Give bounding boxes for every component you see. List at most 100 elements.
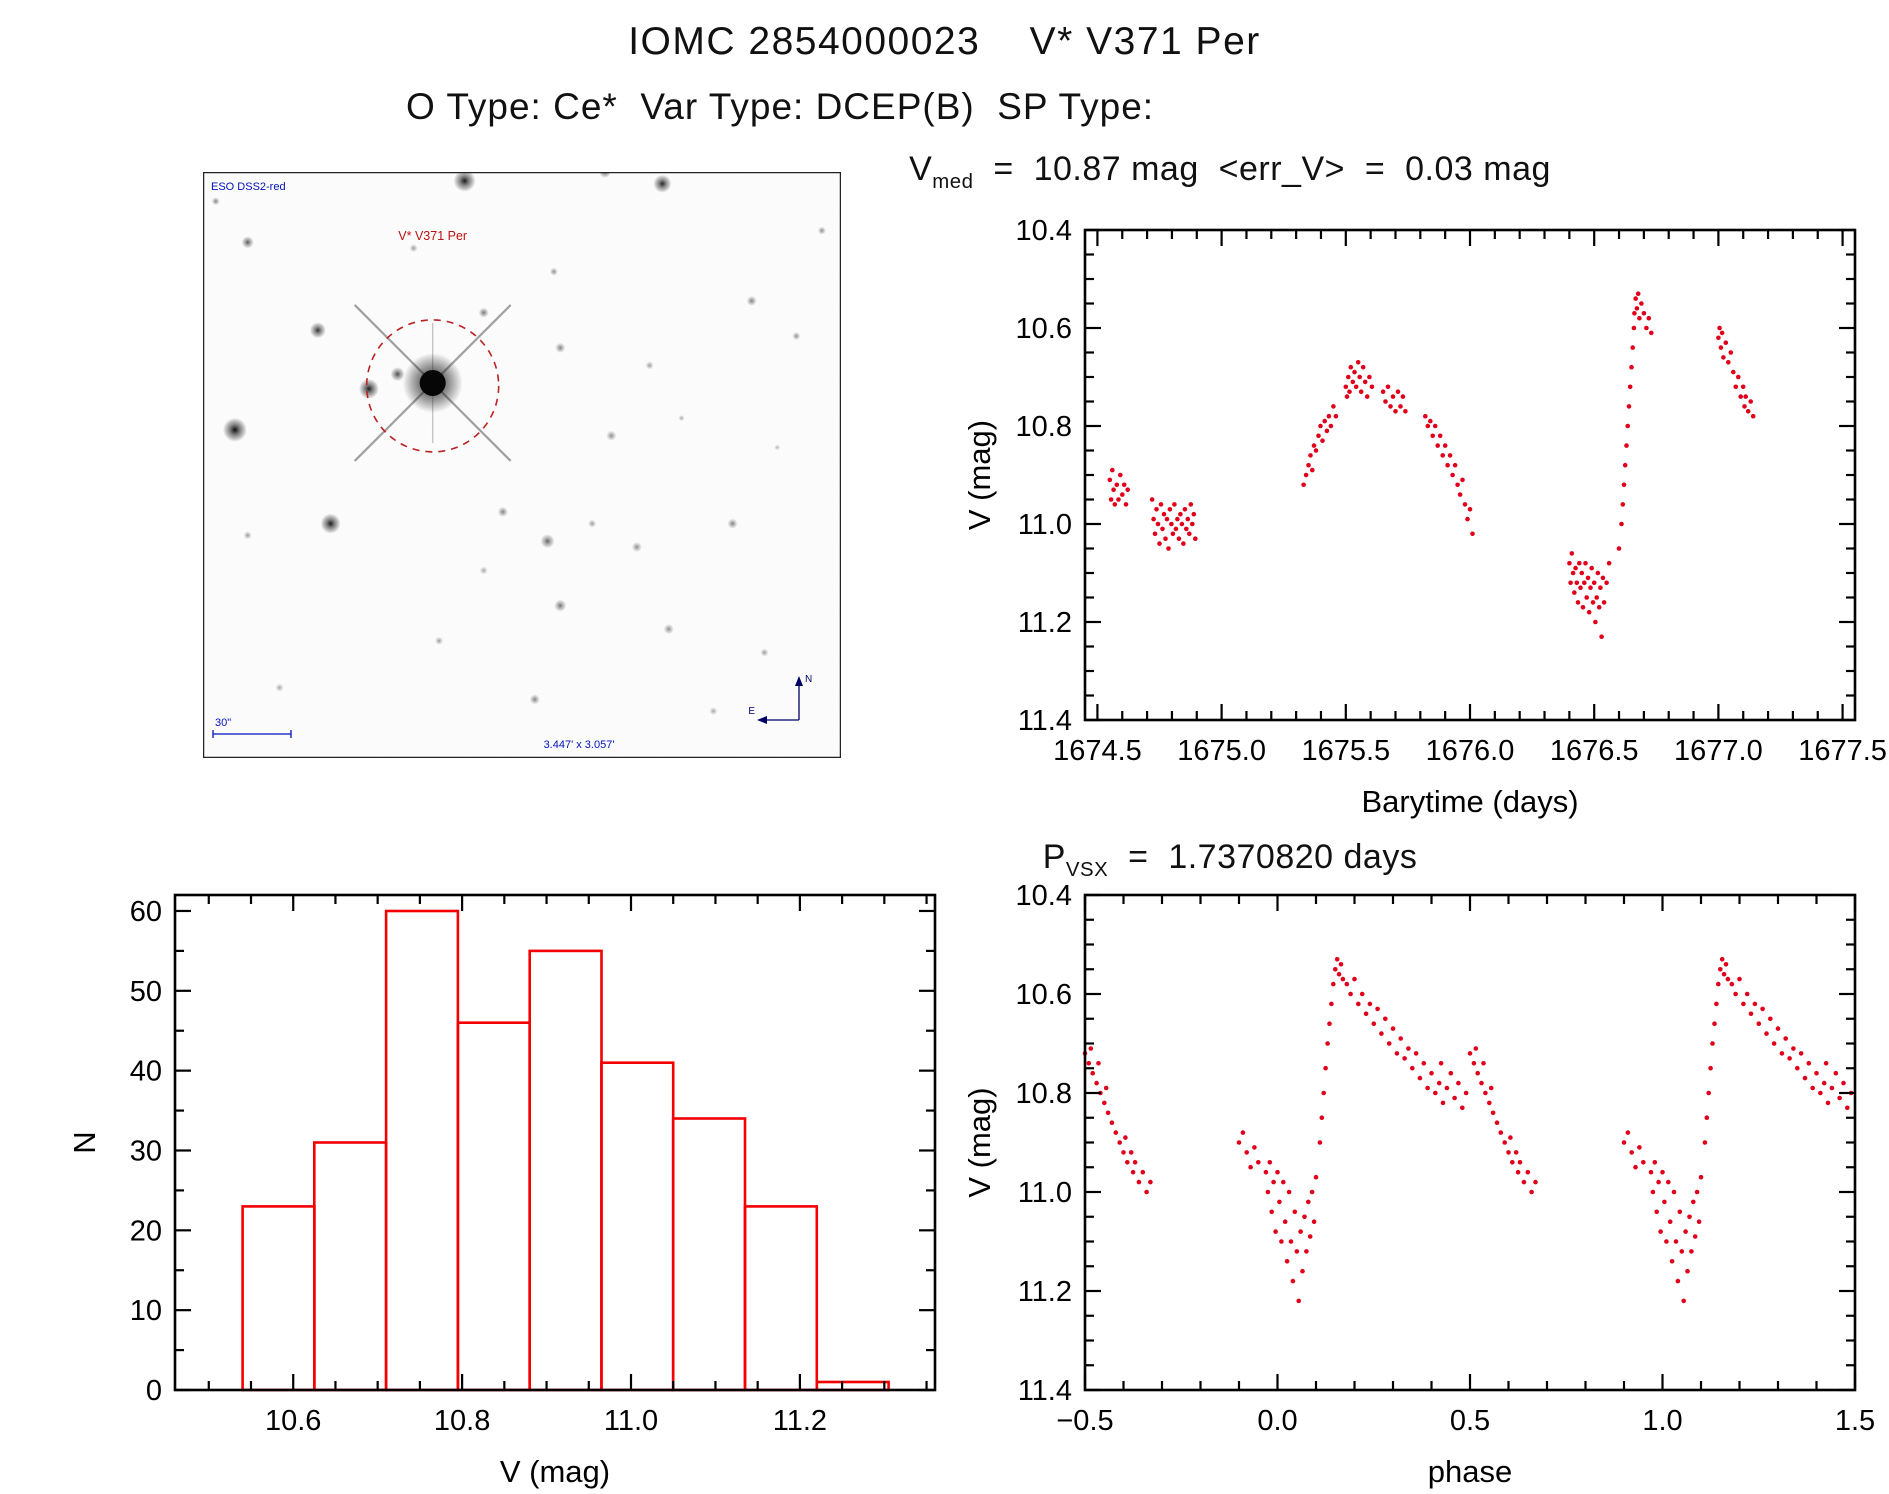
target-star-core — [419, 369, 446, 396]
field-star — [645, 361, 654, 370]
histogram-bar — [456, 1021, 531, 1392]
x-tick-label: 11.0 — [604, 1405, 658, 1437]
histogram-bar — [600, 1061, 675, 1392]
y-axis-label: V (mag) — [962, 1087, 997, 1197]
lightcurve-title: Vmed = 10.87 mag <err_V> = 0.03 mag — [850, 150, 1610, 194]
axis-ticks — [1083, 893, 1857, 1392]
y-tick-label: 10.4 — [1016, 215, 1072, 247]
y-tick-label: 50 — [130, 976, 162, 1008]
field-star — [529, 694, 540, 705]
field-star — [663, 624, 674, 635]
tick-labels: 10.6 10.8 11.0 11.2 0 10 20 30 40 50 60 — [130, 896, 827, 1437]
magnitude-histogram: 10.6 10.8 11.0 11.2 0 10 20 30 40 50 60 V (mag) N — [67, 893, 937, 1489]
compass — [757, 676, 803, 724]
field-star — [678, 415, 685, 422]
field-star — [275, 683, 284, 692]
axes-box — [1083, 228, 1857, 722]
x-tick-label: 1674.5 — [1053, 735, 1142, 767]
axis-ticks — [175, 895, 935, 1392]
y-tick-label: 10.8 — [1016, 411, 1072, 443]
x-tick-label: 1677.5 — [1798, 735, 1887, 767]
field-star — [817, 226, 826, 235]
x-tick-label: 1.5 — [1835, 1405, 1875, 1437]
histogram-bar — [241, 1205, 316, 1392]
survey-label: ESO DSS2-red — [211, 181, 286, 193]
field-star — [746, 295, 757, 306]
x-tick-label: 1676.0 — [1426, 735, 1515, 767]
x-tick-label: 1.0 — [1642, 1405, 1682, 1437]
field-star — [320, 513, 341, 534]
x-axis-label: V (mag) — [500, 1454, 610, 1489]
y-tick-label: 11.0 — [1018, 1177, 1072, 1209]
x-tick-label: 10.8 — [434, 1405, 490, 1437]
y-tick-label: 11.4 — [1018, 1375, 1072, 1407]
target-label: V* V371 Per — [398, 229, 467, 243]
y-tick-label: 20 — [130, 1215, 162, 1247]
lightcurve-title-var: V — [909, 150, 933, 188]
phase-title-var: P — [1042, 838, 1066, 876]
field-star — [435, 636, 444, 645]
field-star — [309, 322, 326, 339]
axes-box — [1083, 893, 1857, 1392]
field-star — [598, 172, 611, 178]
y-tick-label: 10 — [130, 1295, 162, 1327]
x-tick-label: 0.0 — [1257, 1405, 1297, 1437]
field-star — [709, 707, 718, 716]
phase-folded-plot: −0.5 0.0 0.5 1.0 1.5 10.4 10.6 10.8 11.0 11.2 11.4… — [962, 880, 1876, 1489]
field-star — [390, 367, 405, 382]
histogram-bar — [671, 1117, 747, 1392]
field-star — [211, 197, 220, 206]
x-tick-label: 1675.0 — [1177, 735, 1266, 767]
field-star — [606, 430, 617, 441]
field-star — [479, 566, 488, 575]
y-axis-label: V (mag) — [962, 420, 997, 530]
lightcurve-title-sub: med — [932, 170, 974, 193]
x-axis-label: Barytime (days) — [1361, 784, 1578, 819]
page-subtitle: O Type: Ce* Var Type: DCEP(B) SP Type: — [405, 86, 1155, 127]
field-star — [653, 174, 672, 193]
image-noise — [203, 172, 841, 758]
field-star — [792, 332, 801, 341]
axes-box — [173, 893, 937, 1392]
field-star — [554, 599, 567, 612]
phase-title-rest: = 1.7370820 days — [1108, 838, 1418, 876]
field-star — [774, 444, 781, 451]
field-star — [540, 534, 555, 549]
field-star — [409, 244, 418, 253]
histogram-bars — [241, 909, 890, 1392]
page-title: IOMC 2854000023 V* V371 Per — [628, 20, 1261, 63]
field-star — [241, 236, 254, 249]
y-tick-label: 0 — [146, 1375, 162, 1407]
lightcurve-plot: 1674.5 1675.0 1675.5 1676.0 1676.5 1677.0 1677… — [962, 215, 1887, 819]
y-tick-label: 11.4 — [1018, 705, 1072, 737]
x-tick-label: 0.5 — [1450, 1405, 1490, 1437]
histogram-bar — [384, 909, 460, 1392]
y-tick-label: 30 — [130, 1135, 162, 1167]
x-axis-label: phase — [1428, 1454, 1512, 1489]
y-tick-label: 40 — [130, 1056, 162, 1088]
y-tick-label: 10.8 — [1016, 1078, 1072, 1110]
phase-title-sub: VSX — [1065, 858, 1109, 881]
y-tick-label: 11.2 — [1018, 1276, 1072, 1308]
star-field — [211, 172, 826, 716]
x-tick-label: 1677.0 — [1674, 735, 1763, 767]
y-tick-label: 60 — [130, 896, 162, 928]
x-tick-label: 1675.5 — [1301, 735, 1390, 767]
x-tick-label: 10.6 — [265, 1405, 321, 1437]
y-tick-label: 11.0 — [1018, 509, 1072, 541]
data-points — [1107, 291, 1756, 639]
field-star — [555, 342, 566, 353]
field-star — [549, 267, 558, 276]
compass-north-label: N — [805, 674, 812, 685]
y-tick-label: 10.4 — [1016, 880, 1072, 912]
histogram-bar — [528, 949, 603, 1392]
field-star — [497, 506, 508, 517]
field-star — [222, 417, 247, 442]
tick-labels: 1674.5 1675.0 1675.5 1676.0 1676.5 1677.0 1677… — [1016, 215, 1887, 767]
field-star — [453, 172, 476, 192]
y-axis-label: N — [67, 1131, 102, 1153]
finder-chart: V* V371 Per ESO DSS2-red 30" 3.447' x 3.057… — [203, 172, 841, 758]
finder-frame — [203, 172, 841, 758]
tick-labels: −0.5 0.0 0.5 1.0 1.5 10.4 10.6 10.8 11.0 11.2 11.4 — [1016, 880, 1876, 1437]
